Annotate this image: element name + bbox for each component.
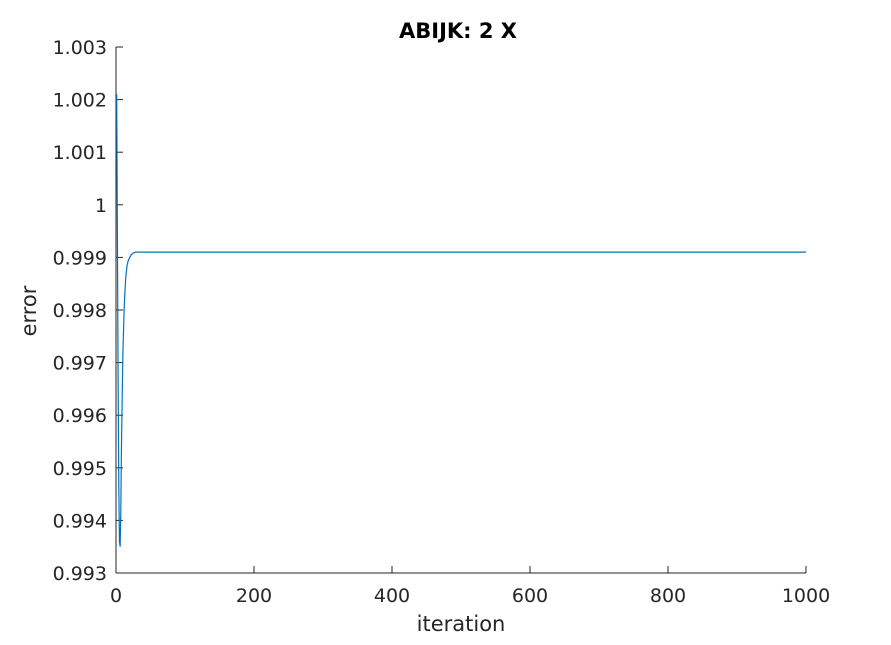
x-axis-label: iteration	[417, 612, 506, 636]
x-axis-ticks: 0 200 400 600 800 1000	[110, 566, 830, 607]
y-tick-label: 0.996	[53, 405, 107, 427]
x-tick-label: 0	[110, 585, 122, 607]
y-tick-label: 0.993	[53, 563, 107, 585]
x-tick-label: 800	[650, 585, 686, 607]
series-line	[116, 94, 806, 547]
chart-title: ABIJK: 2 X	[399, 19, 517, 43]
y-tick-label: 0.999	[53, 247, 107, 269]
y-tick-label: 1.001	[53, 142, 107, 164]
x-tick-label: 200	[236, 585, 272, 607]
y-tick-label: 1.002	[53, 90, 107, 112]
y-tick-label: 1	[95, 195, 107, 217]
y-axis-label: error	[17, 285, 41, 336]
y-tick-label: 0.997	[53, 353, 107, 375]
y-tick-label: 0.998	[53, 300, 107, 322]
y-tick-label: 0.994	[53, 510, 107, 532]
y-tick-label: 0.995	[53, 458, 107, 480]
x-tick-label: 1000	[782, 585, 830, 607]
x-tick-label: 600	[512, 585, 548, 607]
x-tick-label: 400	[374, 585, 410, 607]
plot-area: 0.993 0.994 0.995 0.996 0.997 0.998 0.999 1 1.00…	[53, 37, 831, 607]
y-axis-ticks: 0.993 0.994 0.995 0.996 0.997 0.998 0.999 1 1.00…	[53, 37, 123, 585]
y-tick-label: 1.003	[53, 37, 107, 59]
